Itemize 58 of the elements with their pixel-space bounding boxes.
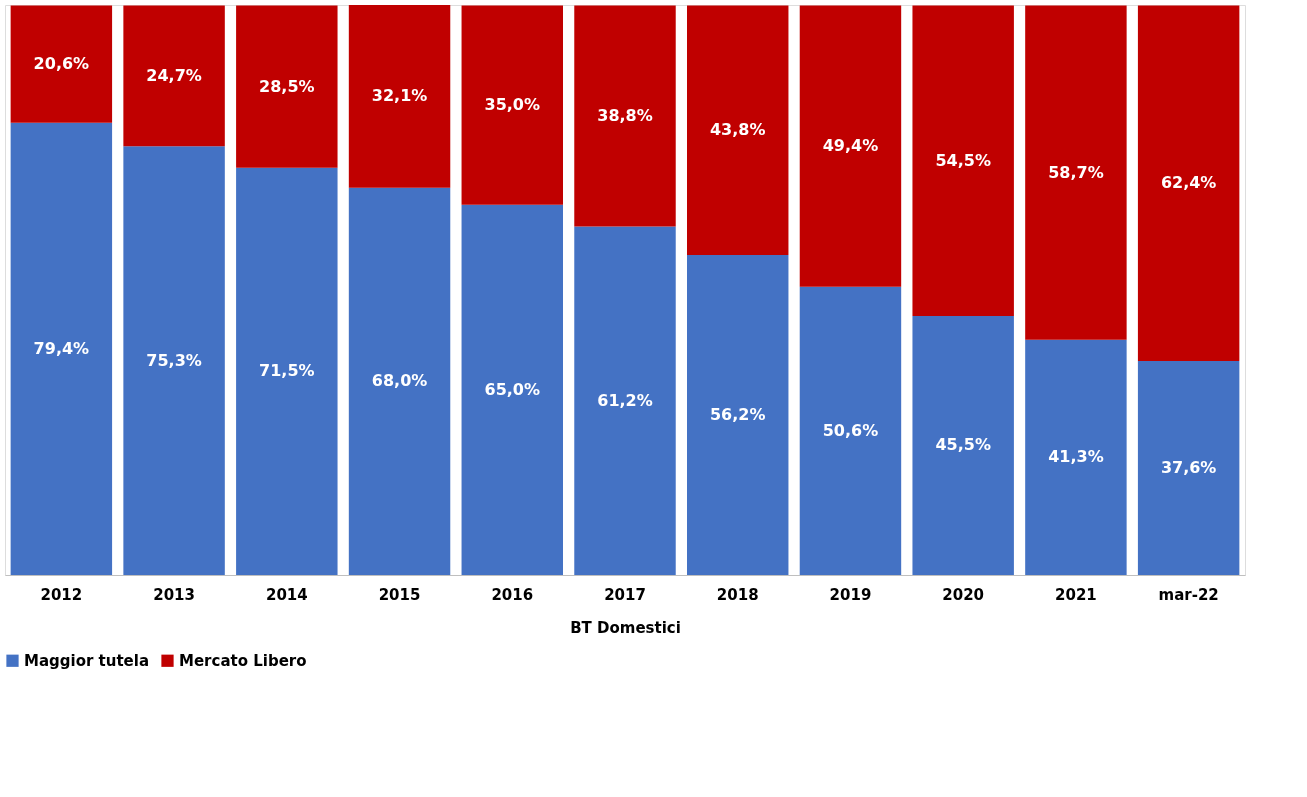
x-tick-label: 2015 [378, 585, 421, 604]
bar [236, 5, 338, 168]
x-tick-label: 2020 [942, 585, 985, 604]
data-label: 75,3% [146, 350, 202, 370]
data-label: 62,4% [1160, 173, 1217, 193]
data-label: 61,2% [597, 390, 653, 410]
bar [687, 254, 789, 575]
x-tick-label: 2014 [265, 585, 308, 604]
data-label: 79,4% [33, 338, 90, 358]
data-label: 49,4% [822, 136, 879, 156]
bar [236, 167, 338, 575]
bar [461, 204, 563, 575]
x-tick-label: 2017 [604, 585, 646, 604]
x-tick-label: 2021 [1055, 585, 1097, 604]
legend-label: Maggior tutela [24, 651, 150, 670]
x-tick-label: mar-22 [1158, 585, 1219, 604]
bar [348, 5, 451, 188]
bar [912, 5, 1014, 316]
data-label: 32,1% [371, 86, 428, 106]
bar [123, 5, 225, 147]
bar [1137, 360, 1240, 575]
data-label: 54,5% [935, 150, 991, 170]
data-label: 68,0% [371, 371, 428, 391]
bar [912, 315, 1014, 575]
data-label: 24,7% [146, 65, 202, 85]
x-tick-label: 2013 [153, 585, 195, 604]
data-label: 41,3% [1048, 447, 1104, 467]
legend-label: Mercato Libero [179, 651, 307, 670]
bar [348, 187, 451, 575]
data-label: 65,0% [484, 379, 541, 399]
bar [574, 226, 676, 575]
x-axis-title: BT Domestici [570, 618, 681, 637]
x-tick-label: 2016 [491, 585, 534, 604]
x-tick-label: 2012 [40, 585, 83, 604]
bar [461, 5, 563, 205]
data-label: 58,7% [1048, 162, 1104, 182]
bar [1025, 5, 1127, 340]
bar [799, 286, 902, 575]
data-label: 35,0% [484, 95, 541, 115]
data-label: 43,8% [709, 120, 766, 140]
bar [10, 5, 113, 123]
bar [123, 146, 225, 575]
x-tick-label: 2018 [716, 585, 759, 604]
x-tick-label: 2019 [829, 585, 872, 604]
bar [1025, 339, 1127, 575]
bar [799, 5, 902, 287]
bar [574, 5, 676, 227]
bar [10, 122, 113, 575]
data-label: 45,5% [935, 435, 991, 455]
data-label: 38,8% [597, 106, 653, 126]
data-label: 71,5% [259, 361, 315, 381]
data-label: 28,5% [259, 76, 315, 96]
data-label: 20,6% [33, 54, 90, 74]
bar [1137, 5, 1240, 361]
data-label: 56,2% [709, 404, 766, 424]
bar [687, 5, 789, 255]
data-label: 50,6% [822, 420, 879, 440]
data-label: 37,6% [1160, 457, 1217, 477]
